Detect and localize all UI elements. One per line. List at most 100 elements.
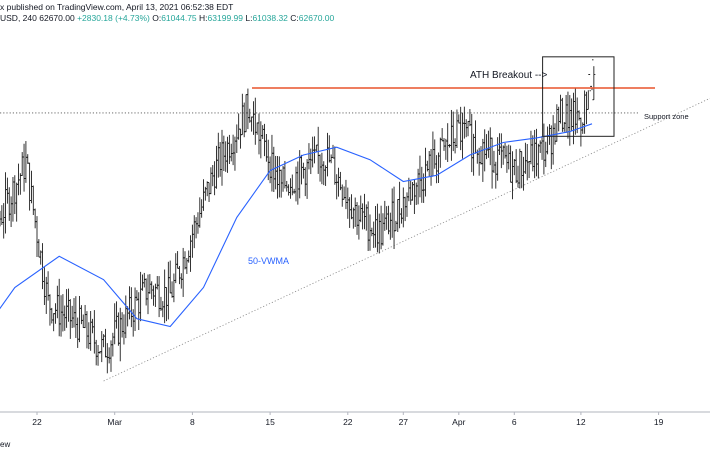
ohlc-bar (240, 93, 244, 136)
ohlc-bar (231, 134, 235, 166)
ohlc-bar (0, 210, 2, 227)
ohlc-bar (17, 163, 20, 196)
ohlc-bar (472, 133, 476, 176)
ohlc-bar (590, 59, 594, 91)
ohlc-bar (514, 149, 518, 184)
high-value: 63199.99 (207, 13, 243, 23)
ohlc-bar (438, 137, 442, 168)
ohlc-bar (44, 276, 48, 314)
ohlc-bar (5, 177, 9, 204)
ohlc-bar (68, 299, 72, 339)
ohlc-bar (103, 328, 107, 358)
ohlc-bar (124, 295, 128, 339)
ohlc-bar (111, 332, 115, 357)
ohlc-bar (216, 132, 220, 178)
ohlc-bar (0, 205, 4, 225)
vwma-label: 50-VWMA (248, 256, 289, 266)
last-price: 62670.00 (39, 13, 75, 23)
ohlc-bar (412, 179, 416, 215)
ohlc-bar (281, 165, 285, 192)
ohlc-bar (459, 106, 463, 151)
ohlc-bar (292, 188, 296, 194)
price-chart[interactable]: 22 Mar 8 15 22 27 Apr 6 12 19 ATH Breakout --> Supp… (0, 0, 710, 440)
ohlc-bar (540, 135, 544, 160)
ohlc-bar (15, 182, 19, 222)
ohlc-bar (4, 172, 8, 234)
ohlc-bar (218, 142, 222, 177)
ohlc-bar (560, 97, 564, 132)
ohlc-bar (220, 129, 224, 186)
ohlc-bar (557, 106, 561, 132)
ohlc-bar (398, 181, 402, 229)
ohlc-bar (133, 287, 137, 332)
ohlc-bar (233, 136, 237, 171)
ohlc-bar (261, 125, 265, 140)
ohlc-bar (549, 125, 553, 170)
ohlc-bar (192, 215, 196, 249)
ohlc-bar (179, 273, 183, 289)
ohlc-bar (403, 196, 407, 222)
ohlc-bar (229, 143, 233, 162)
ohlc-bar (536, 143, 540, 179)
ohlc-bar (39, 250, 43, 265)
ohlc-bar (155, 276, 159, 290)
ohlc-bar (283, 160, 287, 189)
ohlc-bar (20, 152, 24, 177)
ohlc-bar (24, 141, 28, 183)
ohlc-bar (368, 214, 372, 251)
ohlc-bar (374, 205, 378, 248)
ohlc-bar (492, 150, 496, 174)
ohlc-bar (257, 113, 261, 155)
ohlc-bar (118, 307, 122, 362)
ohlc-bar (333, 146, 337, 185)
ohlc-line: USD, 240 62670.00 +2830.18 (+4.73%) O:61… (0, 13, 334, 24)
ohlc-bar (350, 194, 353, 220)
ohlc-bar (115, 301, 119, 329)
ohlc-bar (588, 74, 592, 92)
ohlc-bar (370, 227, 374, 237)
ohlc-bar (194, 217, 198, 239)
ohlc-bar (48, 294, 52, 326)
ohlc-bar (314, 144, 318, 152)
ohlc-bar (490, 137, 494, 189)
ohlc-bar (383, 200, 387, 231)
ohlc-bar (79, 305, 83, 325)
ohlc-bar (512, 159, 516, 176)
ohlc-bar (522, 156, 526, 191)
ohlc-bar (177, 265, 181, 285)
ohlc-bar (78, 296, 82, 343)
trendline (103, 97, 710, 382)
ohlc-bar (351, 207, 355, 229)
ohlc-bar (13, 175, 17, 215)
ohlc-bar (296, 161, 300, 205)
ohlc-bar (253, 97, 257, 145)
ohlc-bar (322, 161, 326, 186)
ohlc-bar (570, 98, 574, 131)
ohlc-bar (144, 278, 148, 306)
ohlc-bar (87, 322, 91, 350)
ohlc-bar (85, 311, 89, 349)
ohlc-bar (153, 283, 157, 307)
ohlc-bar (436, 152, 440, 183)
ohlc-bar (113, 303, 117, 345)
ohlc-bar (559, 94, 563, 124)
ohlc-bar (516, 165, 520, 188)
ohlc-bar (318, 154, 322, 182)
ohlc-bar (481, 138, 485, 182)
ohlc-bar (394, 220, 398, 232)
ohlc-bar (18, 173, 22, 195)
ohlc-bar (166, 261, 170, 320)
ohlc-bar (239, 128, 242, 149)
ohlc-bar (429, 148, 433, 186)
ohlc-bar (270, 134, 274, 192)
ohlc-bar (509, 145, 513, 183)
ohlc-bar (527, 161, 531, 179)
ohlc-bar (361, 203, 365, 230)
ohlc-bar (546, 126, 550, 155)
ohlc-bar (331, 144, 335, 159)
ohlc-bar (28, 162, 32, 211)
ohlc-bar (303, 167, 307, 197)
ohlc-bar (294, 166, 298, 202)
ohlc-bar (544, 141, 548, 168)
x-tick-label: 12 (576, 417, 586, 427)
